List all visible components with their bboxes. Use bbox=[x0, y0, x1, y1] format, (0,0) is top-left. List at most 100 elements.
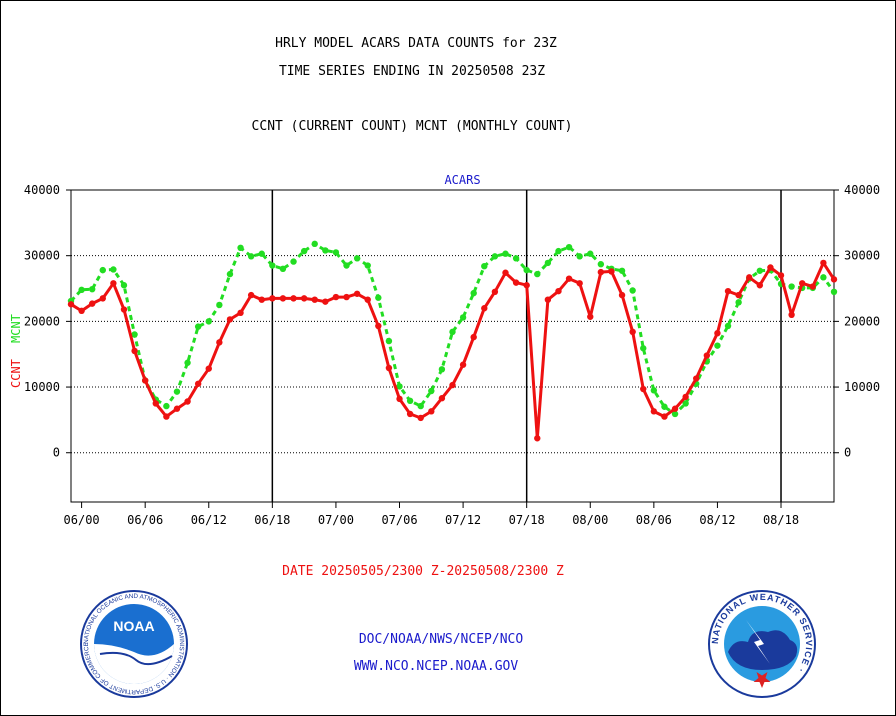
ccnt-data-point bbox=[788, 311, 795, 318]
ccnt-data-point bbox=[491, 288, 499, 296]
mcnt-data-point bbox=[523, 266, 530, 274]
ccnt-data-point bbox=[78, 307, 85, 315]
ccnt-data-point bbox=[428, 408, 435, 415]
x-tick-label: 08/00 bbox=[572, 513, 608, 527]
ccnt-data-point bbox=[618, 291, 626, 299]
mcnt-data-point bbox=[714, 342, 721, 349]
ccnt-data-point bbox=[184, 398, 191, 405]
mcnt-data-point bbox=[237, 244, 244, 252]
y-tick-label-right: 40000 bbox=[844, 183, 880, 197]
ccnt-data-point bbox=[640, 385, 647, 393]
ccnt-data-point bbox=[809, 283, 817, 290]
x-tick-label: 08/06 bbox=[636, 513, 672, 527]
ccnt-data-point bbox=[799, 280, 806, 287]
ccnt-data-point bbox=[650, 408, 658, 415]
mcnt-data-point bbox=[269, 262, 276, 269]
mcnt-data-point bbox=[502, 250, 509, 257]
mcnt-data-point bbox=[163, 402, 170, 410]
mcnt-data-point bbox=[481, 262, 488, 270]
y-tick-label-left: 40000 bbox=[24, 183, 60, 197]
chart-title-line1: HRLY MODEL ACARS DATA COUNTS for 23Z bbox=[275, 36, 557, 51]
mcnt-data-point bbox=[830, 288, 838, 296]
ccnt-data-point bbox=[565, 275, 573, 282]
y-tick-label-left: 30000 bbox=[24, 249, 60, 263]
mcnt-data-point bbox=[322, 247, 329, 254]
nco-website-link[interactable]: WWW.NCO.NCEP.NOAA.GOV bbox=[353, 659, 519, 674]
ccnt-data-point bbox=[682, 393, 689, 401]
mcnt-data-point bbox=[629, 287, 636, 294]
mcnt-data-point bbox=[661, 403, 668, 410]
mcnt-data-point bbox=[428, 387, 435, 395]
ccnt-data-point bbox=[173, 405, 181, 412]
mcnt-data-point bbox=[682, 400, 689, 407]
ccnt-data-point bbox=[735, 291, 742, 299]
ccnt-data-point bbox=[396, 395, 403, 403]
ccnt-data-point bbox=[714, 329, 721, 337]
ccnt-data-point bbox=[703, 352, 711, 359]
mcnt-data-point bbox=[311, 240, 318, 248]
ccnt-data-point bbox=[353, 290, 361, 297]
mcnt-data-point bbox=[385, 337, 393, 345]
mcnt-data-point bbox=[184, 359, 191, 366]
mcnt-data-point bbox=[290, 258, 297, 265]
ccnt-data-point bbox=[311, 296, 318, 303]
mcnt-data-point bbox=[88, 285, 96, 293]
ccnt-data-point bbox=[385, 364, 393, 372]
mcnt-data-point bbox=[120, 282, 128, 289]
chart-title-line2: TIME SERIES ENDING IN 20250508 23Z bbox=[278, 64, 546, 79]
ccnt-data-point bbox=[258, 296, 265, 303]
mcnt-data-point bbox=[216, 301, 223, 309]
noaa-logo: NOAA NATIONAL OCEANIC AND ATMOSPHERIC AD… bbox=[80, 590, 188, 698]
mcnt-data-point bbox=[534, 270, 541, 278]
ccnt-data-point bbox=[247, 291, 255, 299]
mcnt-data-point bbox=[110, 266, 117, 273]
date-range-label: DATE 20250505/2300 Z-20250508/2300 Z bbox=[282, 564, 564, 579]
ccnt-data-point bbox=[534, 435, 541, 442]
ccnt-data-point bbox=[724, 287, 732, 295]
x-tick-label: 06/06 bbox=[127, 513, 163, 527]
ccnt-data-point bbox=[417, 414, 424, 422]
doc-noaa-link[interactable]: DOC/NOAA/NWS/NCEP/NCO bbox=[358, 632, 524, 647]
ccnt-data-point bbox=[830, 276, 838, 283]
mcnt-data-point bbox=[343, 262, 350, 269]
mcnt-data-point bbox=[438, 366, 446, 373]
ccnt-data-point bbox=[756, 282, 764, 289]
mcnt-data-point bbox=[587, 250, 594, 257]
x-tick-label: 07/00 bbox=[318, 513, 354, 527]
ccnt-data-point bbox=[597, 268, 605, 276]
y-tick-label-right: 0 bbox=[844, 446, 851, 460]
mcnt-data-point bbox=[396, 383, 403, 390]
plot-area bbox=[70, 189, 835, 503]
y-axis-label-ccnt: CCNT bbox=[9, 359, 23, 388]
mcnt-data-point bbox=[194, 323, 202, 330]
nws-logo: NATIONAL WEATHER SERVICE · bbox=[708, 590, 816, 698]
mcnt-data-point bbox=[131, 331, 138, 338]
ccnt-data-point bbox=[194, 380, 202, 387]
mcnt-data-point bbox=[247, 253, 255, 260]
ccnt-data-point bbox=[512, 279, 520, 286]
mcnt-data-point bbox=[406, 397, 414, 405]
x-tick-label: 08/12 bbox=[699, 513, 735, 527]
mcnt-data-point bbox=[735, 299, 742, 306]
y-axis-label-mcnt: MCNT bbox=[9, 314, 23, 343]
y-tick-label-right: 10000 bbox=[844, 380, 880, 394]
ccnt-data-point bbox=[364, 296, 371, 303]
mcnt-data-point bbox=[375, 294, 382, 301]
mcnt-data-point bbox=[555, 247, 562, 255]
x-tick-label: 06/12 bbox=[191, 513, 227, 527]
mcnt-data-point bbox=[459, 314, 467, 321]
x-tick-label: 07/12 bbox=[445, 513, 481, 527]
mcnt-data-point bbox=[650, 387, 658, 394]
ccnt-data-point bbox=[163, 413, 170, 420]
ccnt-data-point bbox=[777, 272, 785, 279]
mcnt-data-point bbox=[364, 262, 371, 269]
y-tick-label-left: 0 bbox=[53, 446, 60, 460]
ccnt-data-point bbox=[120, 306, 128, 313]
ccnt-data-point bbox=[587, 313, 594, 320]
ccnt-data-point bbox=[131, 347, 138, 355]
ccnt-data-point bbox=[746, 274, 753, 281]
mcnt-data-point bbox=[544, 259, 552, 267]
mcnt-data-point bbox=[597, 261, 605, 268]
ccnt-data-point bbox=[375, 322, 382, 330]
